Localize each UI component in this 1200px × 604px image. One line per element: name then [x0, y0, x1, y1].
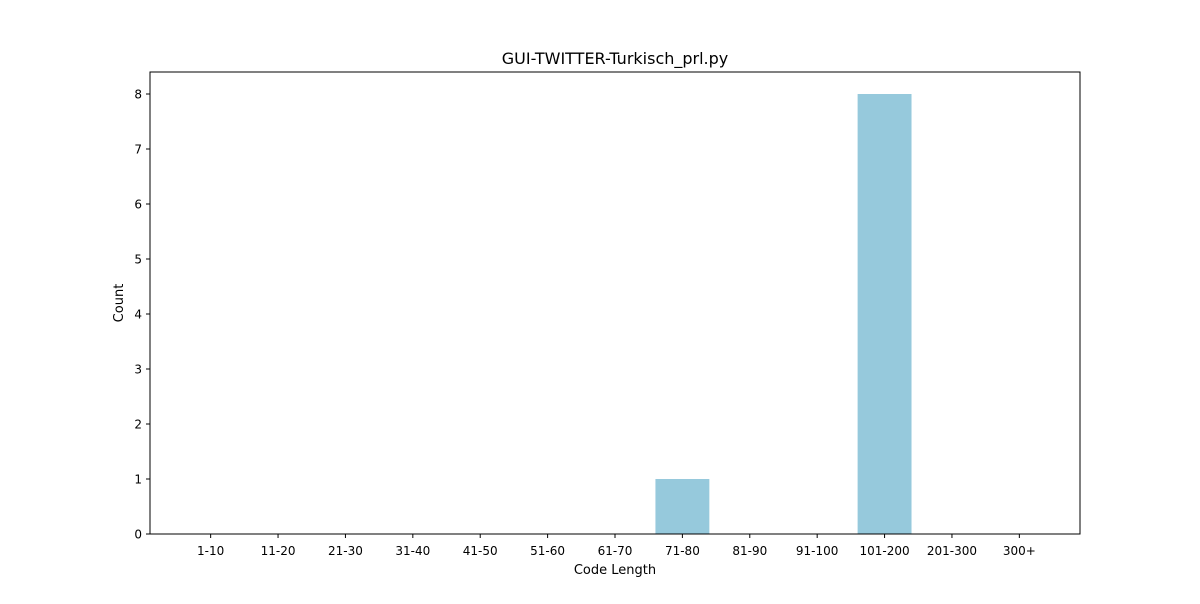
y-tick-label: 2 — [134, 418, 142, 432]
x-tick-label: 91-100 — [796, 544, 839, 558]
bars-layer — [655, 94, 912, 534]
bar-71-80 — [655, 479, 710, 534]
x-tick-label: 101-200 — [859, 544, 909, 558]
x-tick-label: 51-60 — [530, 544, 565, 558]
bar-101-200 — [857, 94, 912, 534]
x-tick-label: 201-300 — [927, 544, 977, 558]
x-tick-label: 300+ — [1003, 544, 1036, 558]
x-axis-label: Code Length — [574, 563, 656, 578]
chart-title: GUI-TWITTER-Turkisch_prl.py — [502, 49, 729, 69]
y-axis: 0 1 2 3 4 5 6 7 8 — [134, 88, 150, 542]
y-tick-label: 4 — [134, 308, 142, 322]
x-tick-label: 11-20 — [261, 544, 296, 558]
y-tick-label: 3 — [134, 363, 142, 377]
x-tick-label: 71-80 — [665, 544, 700, 558]
y-tick-label: 5 — [134, 253, 142, 267]
y-tick-label: 6 — [134, 198, 142, 212]
x-tick-label: 1-10 — [197, 544, 224, 558]
y-tick-label: 0 — [134, 528, 142, 542]
y-axis-label: Count — [112, 284, 127, 323]
x-tick-label: 61-70 — [598, 544, 633, 558]
x-tick-label: 81-90 — [732, 544, 767, 558]
x-tick-label: 31-40 — [395, 544, 430, 558]
y-tick-label: 1 — [134, 473, 142, 487]
x-tick-label: 41-50 — [463, 544, 498, 558]
x-tick-label: 21-30 — [328, 544, 363, 558]
x-axis: 1-10 11-20 21-30 31-40 41-50 51-60 61-70 71-80 8… — [197, 534, 1036, 558]
y-tick-label: 7 — [134, 143, 142, 157]
y-tick-label: 8 — [134, 88, 142, 102]
plot-area-frame — [149, 71, 1081, 535]
